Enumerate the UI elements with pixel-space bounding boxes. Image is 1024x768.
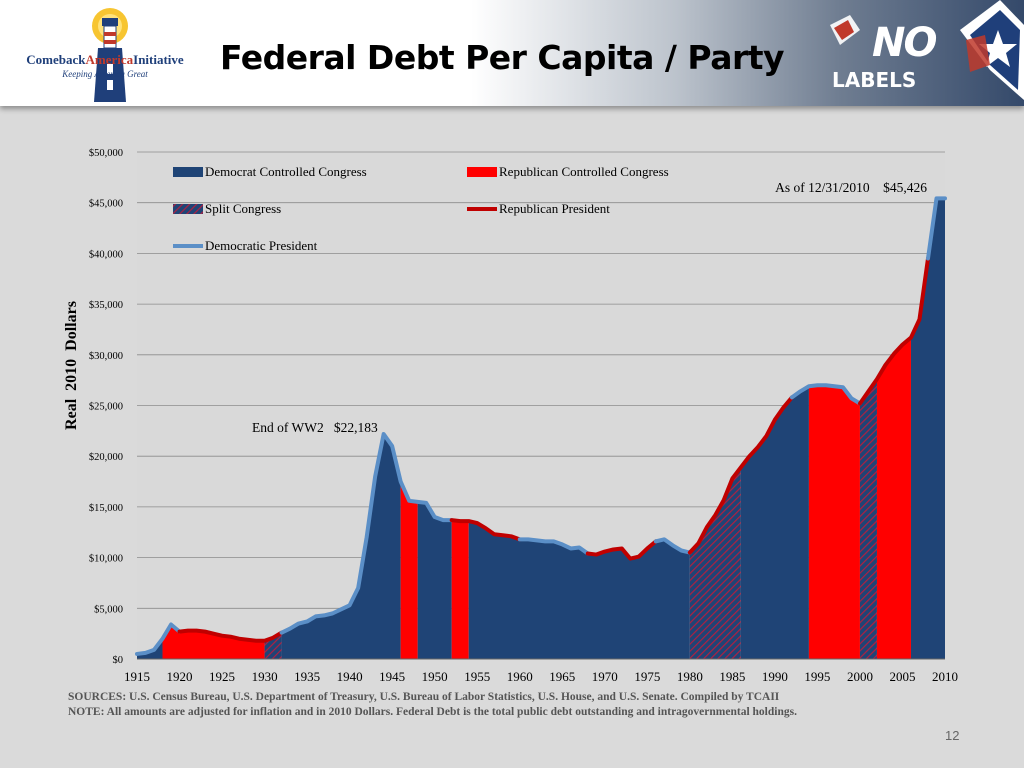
congress-area-D-1948 [417,501,452,659]
legend-label-S: Split Congress [205,201,281,216]
congress-area-R-1952 [451,520,469,659]
x-tick-label: 1925 [209,669,235,684]
page-number: 12 [945,728,960,743]
congress-area-R-2002 [876,337,911,659]
president-lines [135,196,947,656]
x-tick-label: 1985 [719,669,745,684]
president-line-DP-1932 [279,432,454,635]
x-tick-label: 1960 [507,669,533,684]
president-line-DP-1976 [653,537,692,555]
y-tick-label: $40,000 [89,249,123,260]
logo-no-text: NO [872,20,937,66]
no-labels-logo [830,0,1024,100]
legend-label-D: Democrat Controlled Congress [205,164,367,179]
congress-area-S-2000 [859,379,877,659]
president-line-RP-2000 [857,256,930,406]
x-tick-label: 2005 [889,669,915,684]
y-tick-label: $20,000 [89,452,123,463]
y-tick-label: $25,000 [89,402,123,413]
y-axis-label: Real 2010 Dollars [63,301,80,430]
x-tick-label: 1995 [804,669,830,684]
y-tick-label: $50,000 [89,148,123,159]
y-tick-label: $10,000 [89,554,123,565]
president-line-RP-1980 [687,395,794,555]
x-tick-label: 2000 [847,669,873,684]
brand-name: ComebackAmericaInitiative [26,52,184,67]
president-line-DP-1960 [517,537,590,556]
legend-swatch-D [173,167,203,177]
sources-line: SOURCES: U.S. Census Bureau, U.S. Depart… [68,691,780,703]
annotation-current: As of 12/31/2010 $45,426 [775,180,927,195]
x-tick-label: 1980 [677,669,703,684]
legend-label-RP: Republican President [499,201,610,216]
president-line-DP-2008 [925,196,947,261]
congress-area-D-1954 [468,521,690,659]
lighthouse-icon [94,18,126,102]
x-tick-label: 1955 [464,669,490,684]
y-tick-label: $35,000 [89,300,123,311]
x-tick-label: 1945 [379,669,405,684]
y-tick-label: $5,000 [94,604,123,615]
president-line-RP-1920 [177,628,284,643]
slide-header: ComebackAmericaInitiative Keeping Americ… [0,0,1024,106]
x-tick-label: 1940 [337,669,363,684]
lighthouse-logo [92,8,128,102]
legend-label-R: Republican Controlled Congress [499,164,669,179]
chart-sources: SOURCES: U.S. Census Bureau, U.S. Depart… [68,690,1018,720]
president-line-RP-1952 [449,518,522,542]
president-line-DP-1915 [135,622,182,656]
x-tick-label: 1935 [294,669,320,684]
x-tick-label: 1920 [167,669,193,684]
legend-swatch-R [467,167,497,177]
congress-area-R-1918 [162,624,265,659]
page-title: Federal Debt Per Capita / Party [220,38,785,77]
x-tick-label: 1965 [549,669,575,684]
president-line-DP-1992 [789,383,862,406]
congress-areas [137,198,945,659]
congress-area-R-1946 [400,481,418,659]
congress-area-D-1986 [740,386,809,659]
president-line-RP-1968 [585,539,658,561]
brand-tagline: Keeping America Great [62,69,148,79]
x-tick-label: 1990 [762,669,788,684]
y-tick-label: $45,000 [89,199,123,210]
congress-area-S-1980 [689,467,741,659]
x-tick-label: 2010 [932,669,958,684]
y-tick-label: $30,000 [89,351,123,362]
congress-area-D-2006 [910,198,945,659]
annotation-ww2: End of WW2 $22,183 [252,420,378,435]
x-tick-label: 1930 [252,669,278,684]
legend-label-DP: Democratic President [205,238,318,253]
x-tick-label: 1950 [422,669,448,684]
debt-chart: $0 $5,000 $10,000 $15,000 $20,000 $25,000 $30,… [63,148,958,684]
star-badge-icon [960,0,1024,100]
y-tick-label: $0 [113,655,124,666]
x-tick-label: 1970 [592,669,618,684]
legend-swatch-S [173,204,203,214]
congress-area-R-1994 [808,385,860,659]
note-line: NOTE: All amounts are adjusted for infla… [68,706,797,718]
annotations: As of 12/31/2010 $45,426 End of WW2 $22,1… [252,180,927,435]
logo-labels-text: LABELS [832,68,917,92]
y-tick-label: $15,000 [89,503,123,514]
axes: $0 $5,000 $10,000 $15,000 $20,000 $25,000 $30,… [63,148,958,684]
congress-area-D-1932 [281,434,401,659]
x-tick-label: 1915 [124,669,150,684]
x-tick-label: 1975 [634,669,660,684]
legend: Democrat Controlled Congress Republican C… [173,164,669,253]
